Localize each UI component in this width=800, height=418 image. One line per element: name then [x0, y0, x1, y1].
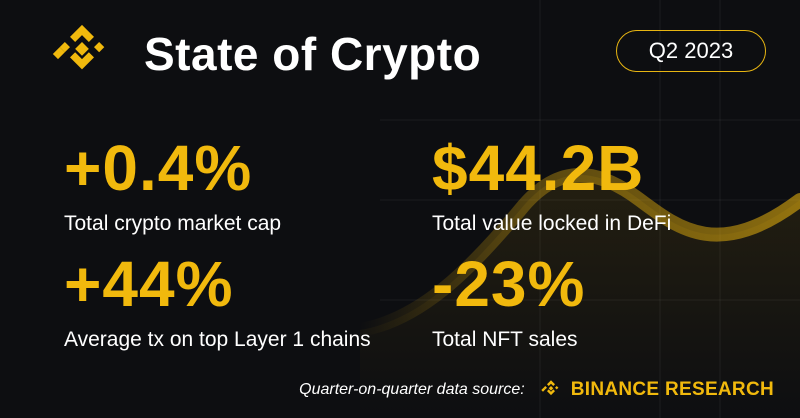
- stat-value: -23%: [432, 248, 586, 320]
- stat-market-cap: +0.4% Total crypto market cap: [64, 136, 281, 236]
- header: State of Crypto: [46, 18, 481, 90]
- stat-nft-sales: -23% Total NFT sales: [432, 252, 585, 352]
- period-badge: Q2 2023: [616, 30, 766, 72]
- stat-label: Total crypto market cap: [64, 212, 282, 235]
- footer: Quarter-on-quarter data source: BINANCE …: [299, 374, 774, 406]
- stat-layer1-tx: +44% Average tx on top Layer 1 chains: [64, 252, 371, 352]
- stat-value: +44%: [64, 248, 234, 320]
- source-text: Quarter-on-quarter data source:: [299, 381, 525, 398]
- wave-line: [353, 168, 800, 337]
- stat-label: Total value locked in DeFi: [432, 212, 672, 235]
- binance-diamond-icon: [541, 380, 559, 396]
- stat-value: +0.4%: [64, 132, 253, 204]
- stat-defi-tvl: $44.2B Total value locked in DeFi: [432, 136, 671, 236]
- stat-label: Average tx on top Layer 1 chains: [64, 328, 371, 351]
- binance-diamond-icon: [52, 24, 105, 70]
- stat-label: Total NFT sales: [432, 328, 578, 351]
- stat-value: $44.2B: [432, 132, 645, 204]
- brand-name: BINANCE RESEARCH: [570, 379, 774, 400]
- page-title: State of Crypto: [144, 28, 482, 80]
